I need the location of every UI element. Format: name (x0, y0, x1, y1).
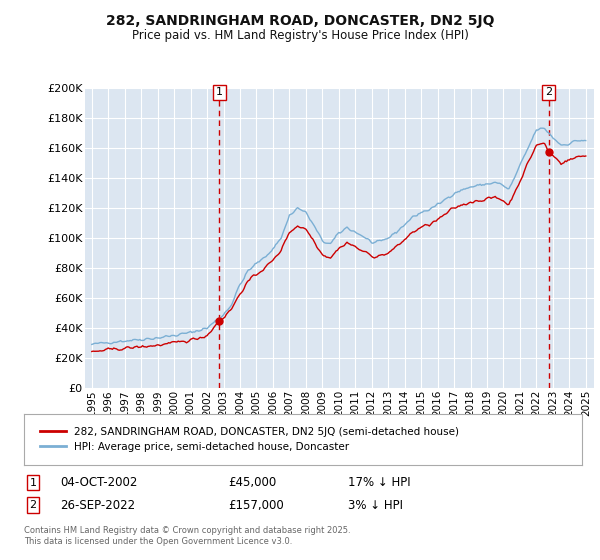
Text: 2: 2 (29, 500, 37, 510)
Text: 04-OCT-2002: 04-OCT-2002 (60, 476, 137, 489)
Text: £157,000: £157,000 (228, 498, 284, 512)
Text: Contains HM Land Registry data © Crown copyright and database right 2025.
This d: Contains HM Land Registry data © Crown c… (24, 526, 350, 546)
Text: 282, SANDRINGHAM ROAD, DONCASTER, DN2 5JQ: 282, SANDRINGHAM ROAD, DONCASTER, DN2 5J… (106, 14, 494, 28)
Text: 26-SEP-2022: 26-SEP-2022 (60, 498, 135, 512)
Text: 17% ↓ HPI: 17% ↓ HPI (348, 476, 410, 489)
Text: 2: 2 (545, 87, 552, 97)
Text: 3% ↓ HPI: 3% ↓ HPI (348, 498, 403, 512)
Text: Price paid vs. HM Land Registry's House Price Index (HPI): Price paid vs. HM Land Registry's House … (131, 29, 469, 42)
Text: 1: 1 (29, 478, 37, 488)
Legend: 282, SANDRINGHAM ROAD, DONCASTER, DN2 5JQ (semi-detached house), HPI: Average pr: 282, SANDRINGHAM ROAD, DONCASTER, DN2 5J… (35, 422, 464, 458)
Text: 1: 1 (216, 87, 223, 97)
Text: £45,000: £45,000 (228, 476, 276, 489)
